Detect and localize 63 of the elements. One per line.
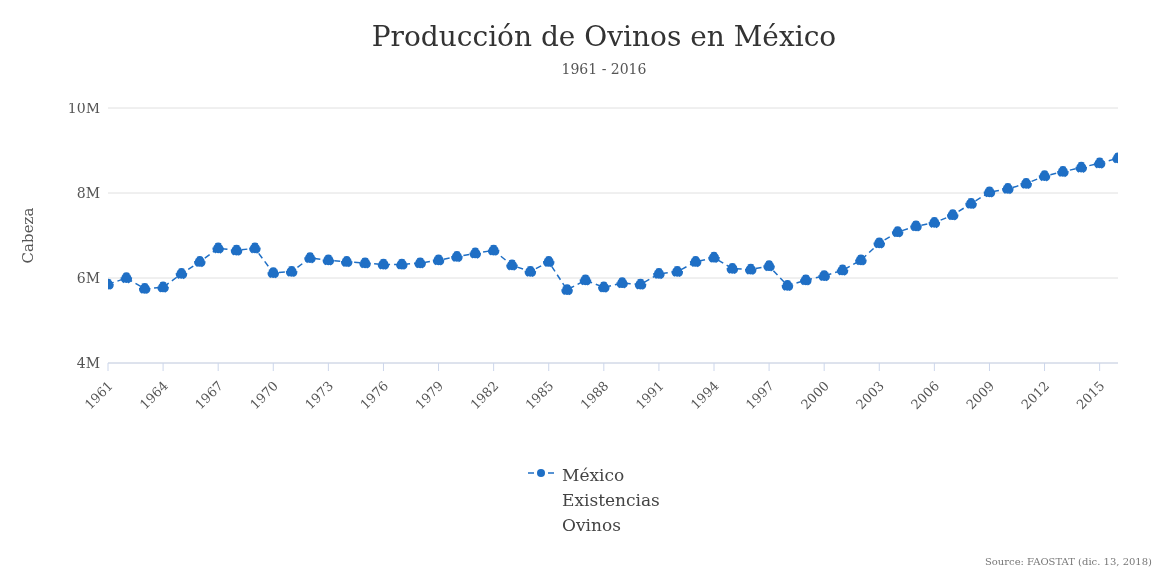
point — [377, 258, 390, 271]
point — [689, 256, 702, 268]
point — [781, 279, 794, 292]
point — [157, 281, 169, 294]
point — [138, 282, 151, 295]
point — [212, 242, 224, 254]
point — [800, 274, 812, 286]
point — [579, 274, 592, 286]
point — [855, 254, 867, 266]
point — [1057, 166, 1069, 178]
point — [891, 226, 904, 238]
point — [340, 256, 353, 268]
point — [359, 257, 371, 269]
point — [469, 247, 482, 260]
legend-label: México Existencias Ovinos — [562, 464, 661, 537]
y-tick-label: 8M — [76, 184, 100, 201]
point — [836, 264, 849, 277]
point — [267, 267, 280, 279]
point — [561, 284, 573, 296]
point — [983, 186, 996, 198]
point — [322, 254, 335, 266]
point — [763, 260, 775, 272]
y-tick-label: 6M — [76, 269, 100, 286]
point — [285, 265, 298, 278]
point — [175, 268, 188, 280]
y-axis-title: Cabeza — [19, 207, 38, 264]
point — [726, 262, 739, 275]
point — [414, 257, 426, 269]
source-note: Source: FAOSTAT (dic. 13, 2018) — [984, 556, 1152, 567]
point — [506, 259, 518, 271]
y-tick-label: 4M — [76, 354, 100, 371]
point — [451, 251, 463, 263]
point — [542, 256, 555, 268]
point — [634, 278, 647, 291]
chart-title: Producción de Ovinos en México — [370, 19, 838, 53]
point — [744, 263, 757, 276]
point — [598, 281, 610, 294]
point — [194, 256, 206, 268]
point — [671, 265, 684, 278]
point — [1093, 157, 1106, 169]
point — [524, 265, 537, 278]
point — [432, 254, 445, 266]
point — [965, 197, 977, 210]
point — [928, 217, 941, 229]
point — [946, 209, 959, 221]
point — [873, 237, 886, 249]
point — [653, 268, 665, 280]
chart-subtitle: 1961 - 2016 — [560, 61, 648, 77]
point — [230, 244, 243, 257]
point — [396, 258, 408, 271]
point — [818, 270, 830, 282]
point — [1020, 177, 1032, 190]
point — [1075, 161, 1088, 174]
point — [304, 252, 316, 264]
y-tick-label: 10M — [67, 99, 100, 116]
point — [249, 242, 261, 254]
point — [1002, 183, 1014, 195]
point — [616, 277, 628, 289]
point — [1038, 170, 1051, 182]
point — [120, 272, 133, 284]
point — [487, 244, 500, 257]
point — [708, 251, 720, 264]
point — [910, 220, 922, 232]
